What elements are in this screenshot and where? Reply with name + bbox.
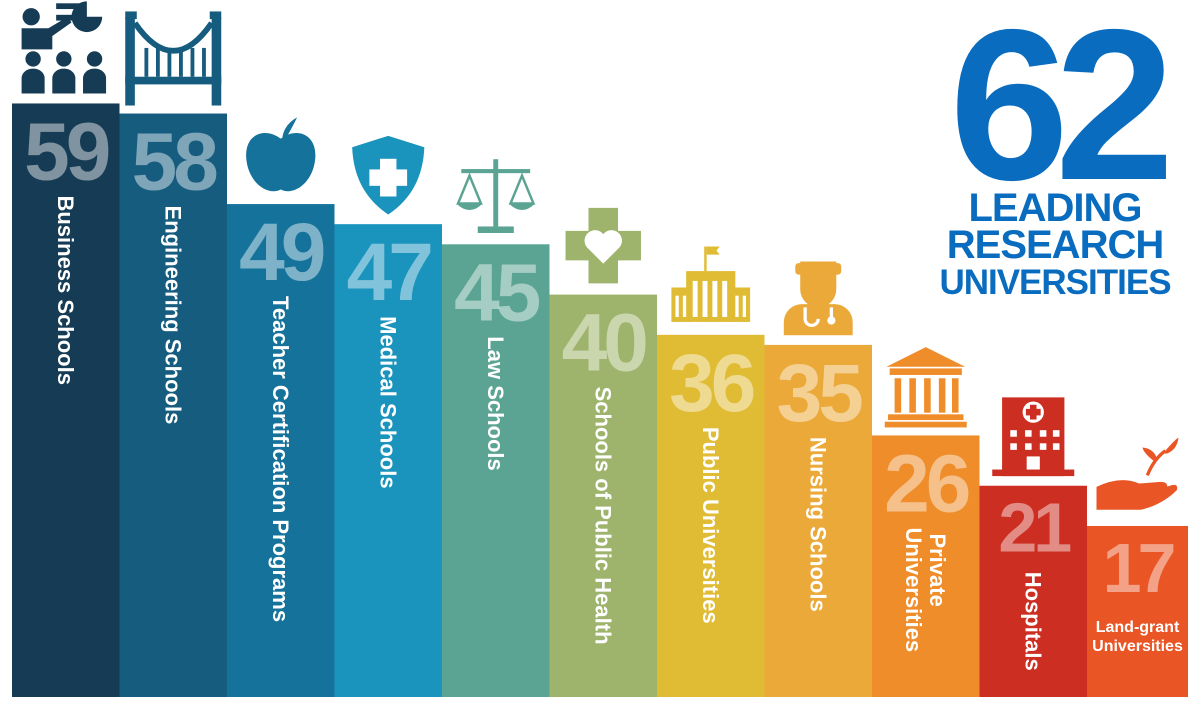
category-label-9: Hospitals [1020,572,1045,671]
bar-5 [549,294,657,697]
bar-8 [872,435,980,697]
category-label-8: PrivateUniversities [901,527,950,652]
value-label-5: 40 [562,298,647,389]
hero-line-2: RESEARCH [946,223,1164,267]
category-label-4: Law Schools [483,336,508,470]
category-label-7: Nursing Schools [805,437,830,612]
bar-10 [1087,525,1188,697]
teacher-classroom-icon [21,1,107,94]
value-label-3: 47 [347,227,431,318]
bar-6 [657,334,765,697]
value-label-2: 49 [239,207,324,298]
hand-sprout-icon [1096,437,1179,510]
hero-callout: 62 LEADING RESEARCH UNIVERSITIES [930,0,1180,302]
category-label-3: Medical Schools [375,316,400,488]
bridge-icon [125,11,222,106]
category-label-2: Teacher Certification Programs [268,296,293,622]
scales-of-justice-icon [456,159,536,234]
category-label-5: Schools of Public Health [590,387,615,645]
hero-number: 62 [949,0,1174,225]
value-label-1: 58 [132,117,218,208]
category-label-10: Land-grant Universities [1092,619,1183,655]
nurse-icon [783,261,853,336]
hero-line-1: LEADING [968,186,1143,230]
bar-0 [12,103,120,697]
apple-icon [246,117,316,192]
classical-building-icon [884,347,967,428]
health-cross-heart-icon [565,207,641,284]
bar-3 [334,224,442,697]
category-label-1: Engineering Schools [160,206,185,425]
value-label-7: 35 [777,348,863,439]
bar-7 [764,344,872,697]
value-label-8: 26 [884,438,969,529]
value-label-0: 59 [24,106,109,197]
value-label-6: 36 [669,338,754,429]
category-label-0: Business Schools [53,195,78,385]
value-label-9: 21 [998,489,1070,567]
campus-building-icon [671,246,751,322]
bar-1 [119,113,227,697]
bar-2 [227,204,335,697]
category-label-6: Public Universities [698,427,723,624]
value-label-4: 45 [454,247,540,338]
bar-4 [442,244,550,698]
value-label-10: 17 [1103,529,1174,607]
medical-shield-icon [352,135,425,215]
hospital-icon [992,397,1075,477]
hero-line-3: UNIVERSITIES [939,263,1171,302]
bar-9 [979,485,1087,697]
